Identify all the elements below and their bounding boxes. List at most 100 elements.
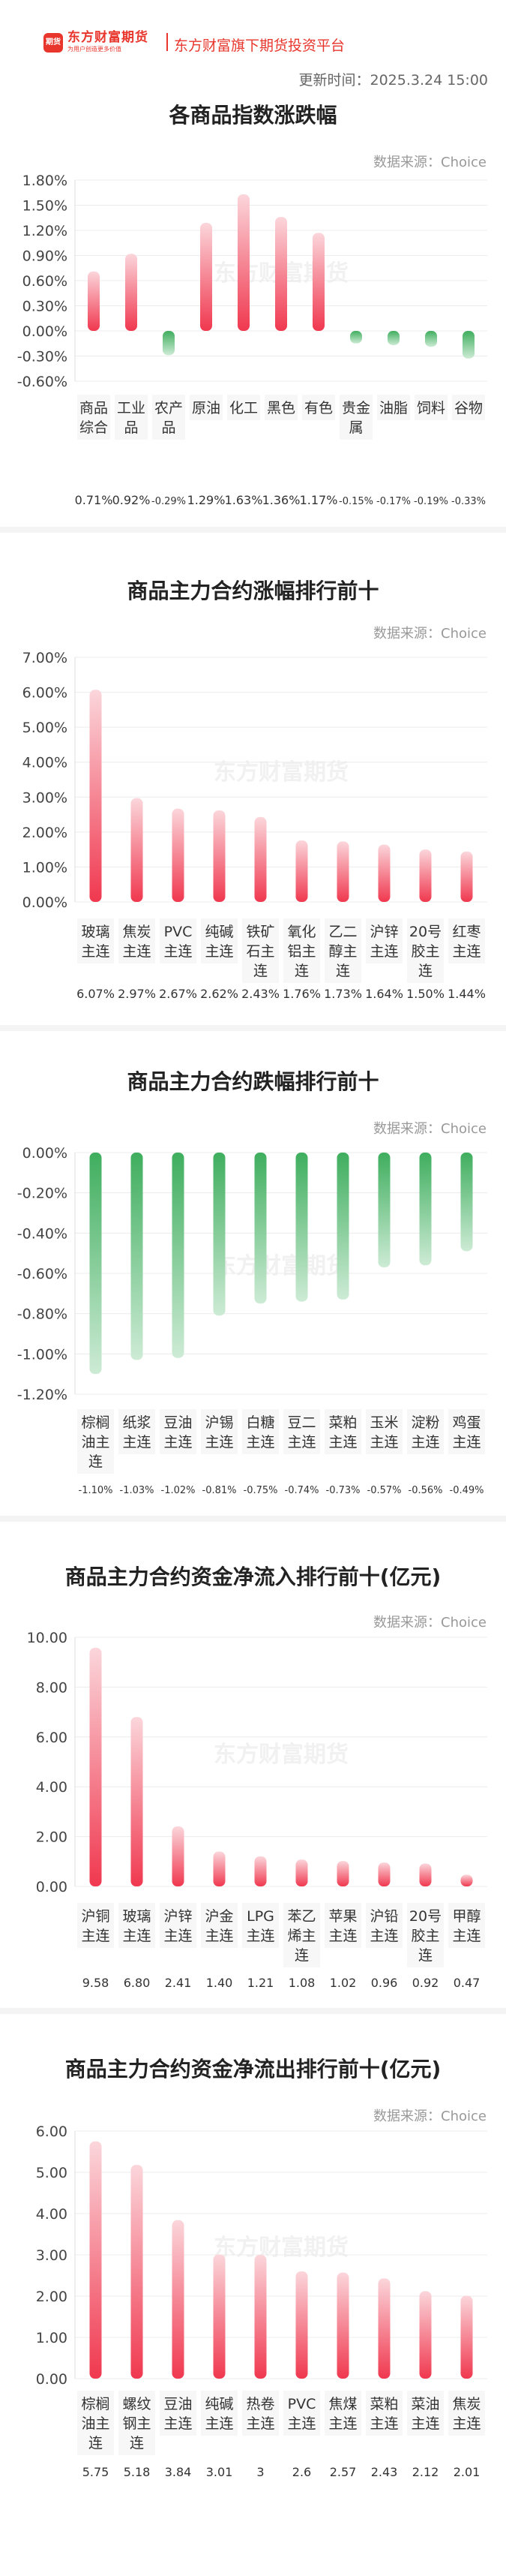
category-label-bg	[283, 1903, 320, 1967]
category-label-bg	[160, 918, 196, 963]
bar	[172, 1826, 184, 1886]
data-label: -0.75%	[244, 1485, 278, 1496]
y-tick-label: -1.00%	[17, 1346, 67, 1363]
category-label-bg	[118, 1409, 155, 1454]
bar	[337, 841, 349, 902]
category-label-bg	[302, 395, 335, 420]
chart-title-index-change: 各商品指数涨跌幅	[169, 103, 337, 128]
y-tick-label: 5.00	[36, 2165, 67, 2181]
category-label-bg	[160, 1903, 196, 1948]
x-tick-label: 20号	[409, 924, 442, 940]
bar	[130, 2165, 143, 2379]
bar	[254, 2255, 267, 2379]
data-label: 6.07%	[76, 987, 115, 1001]
category-label-bg	[340, 395, 373, 440]
category-label-bg	[448, 918, 485, 963]
x-tick-label: 主连	[287, 1434, 316, 1450]
chart-title-net-outflow: 商品主力合约资金净流出排行前十(亿元)	[64, 2057, 442, 2082]
data-label: 1.44%	[448, 987, 486, 1001]
category-label-bg	[77, 1409, 114, 1474]
x-tick-label: 20号	[409, 1908, 442, 1925]
x-tick-label: 主连	[163, 943, 192, 960]
category-label-bg	[77, 2391, 114, 2455]
data-label: 3	[256, 2465, 264, 2479]
y-tick-label: -0.40%	[17, 1225, 67, 1242]
x-tick-label: 原油	[192, 400, 220, 416]
x-tick-label: 主连	[122, 1928, 151, 1944]
data-label: 2.62%	[200, 987, 238, 1001]
category-label-bg	[242, 918, 279, 983]
data-label: 9.58	[82, 1976, 109, 1990]
x-tick-label: 红枣	[452, 924, 481, 940]
data-label: -1.10%	[79, 1485, 113, 1496]
y-tick-label: 6.00	[36, 1730, 67, 1746]
category-label-bg	[190, 395, 223, 420]
y-tick-label: -1.20%	[17, 1387, 67, 1403]
category-label-bg	[325, 918, 361, 983]
category-label-bg	[242, 1409, 279, 1454]
x-tick-label: 连	[418, 963, 433, 979]
x-tick-label: 玻璃	[81, 924, 109, 940]
bar	[378, 1153, 391, 1267]
y-tick-label: 2.00	[36, 2289, 67, 2305]
category-label-bg	[152, 395, 185, 440]
y-tick-label: -0.60%	[17, 1266, 67, 1282]
bar	[213, 1153, 226, 1316]
chart-title-top-gainers: 商品主力合约涨幅排行前十	[127, 579, 379, 603]
x-tick-label: 烯主	[287, 1928, 316, 1944]
x-tick-label: 棕榈	[81, 2396, 109, 2412]
y-tick-label: 0.00%	[22, 323, 67, 340]
data-label: 2.67%	[159, 987, 197, 1001]
data-label: -0.74%	[285, 1485, 319, 1496]
data-label: 0.92	[412, 1976, 439, 1990]
data-label: -0.56%	[409, 1485, 443, 1496]
category-label-bg	[366, 918, 403, 963]
category-label-bg	[201, 1903, 238, 1948]
category-label-bg	[118, 1903, 155, 1948]
y-tick-label: 4.00%	[22, 755, 67, 771]
bar	[213, 2254, 226, 2379]
bar	[213, 1851, 226, 1886]
data-label: 1.40	[206, 1976, 233, 1990]
category-label-bg	[325, 2391, 361, 2436]
x-tick-label: 苯乙	[287, 1908, 316, 1925]
x-tick-label: 主连	[452, 1928, 481, 1944]
bar	[295, 1153, 308, 1302]
data-label: 2.57	[330, 2465, 357, 2479]
x-tick-label: 铝主	[287, 943, 316, 960]
x-tick-label: 谷物	[454, 400, 483, 416]
y-tick-label: 0.30%	[22, 299, 67, 315]
x-tick-label: 主连	[122, 943, 151, 960]
data-label: 5.75	[82, 2465, 109, 2479]
brand-slogan: 为用户创造更多价值	[67, 46, 121, 53]
category-label-bg	[283, 2391, 320, 2436]
x-tick-label: 主连	[370, 943, 398, 960]
x-tick-label: 焦炭	[122, 924, 151, 940]
x-tick-label: PVC	[288, 2396, 316, 2412]
data-label: 3.84	[165, 2465, 192, 2479]
bar	[89, 1647, 102, 1886]
y-tick-label: 1.50%	[22, 198, 67, 215]
category-label-bg	[407, 1903, 444, 1967]
x-tick-label: 纸浆	[122, 1414, 151, 1431]
y-tick-label: 3.00%	[22, 789, 67, 806]
x-tick-label: 主连	[163, 2415, 192, 2432]
category-label-bg	[448, 1903, 485, 1948]
category-label-bg	[283, 918, 320, 983]
x-tick-label: 属	[349, 419, 363, 436]
x-tick-label: 主连	[81, 943, 109, 960]
x-tick-label: 氧化	[287, 924, 316, 940]
x-tick-label: 菜油	[411, 2396, 439, 2412]
x-tick-label: 商品	[79, 400, 108, 416]
x-tick-label: 连	[336, 963, 350, 979]
header-divider	[166, 33, 168, 51]
y-tick-label: 7.00%	[22, 650, 67, 666]
x-tick-label: 玻璃	[122, 1908, 151, 1925]
bar	[378, 844, 391, 902]
x-tick-label: 饲料	[417, 400, 445, 416]
x-tick-label: 豆油	[163, 1414, 192, 1431]
x-tick-label: 主连	[452, 1434, 481, 1450]
category-label-bg	[407, 2391, 444, 2436]
x-tick-label: 主连	[163, 1434, 192, 1450]
x-tick-label: 主连	[205, 943, 233, 960]
